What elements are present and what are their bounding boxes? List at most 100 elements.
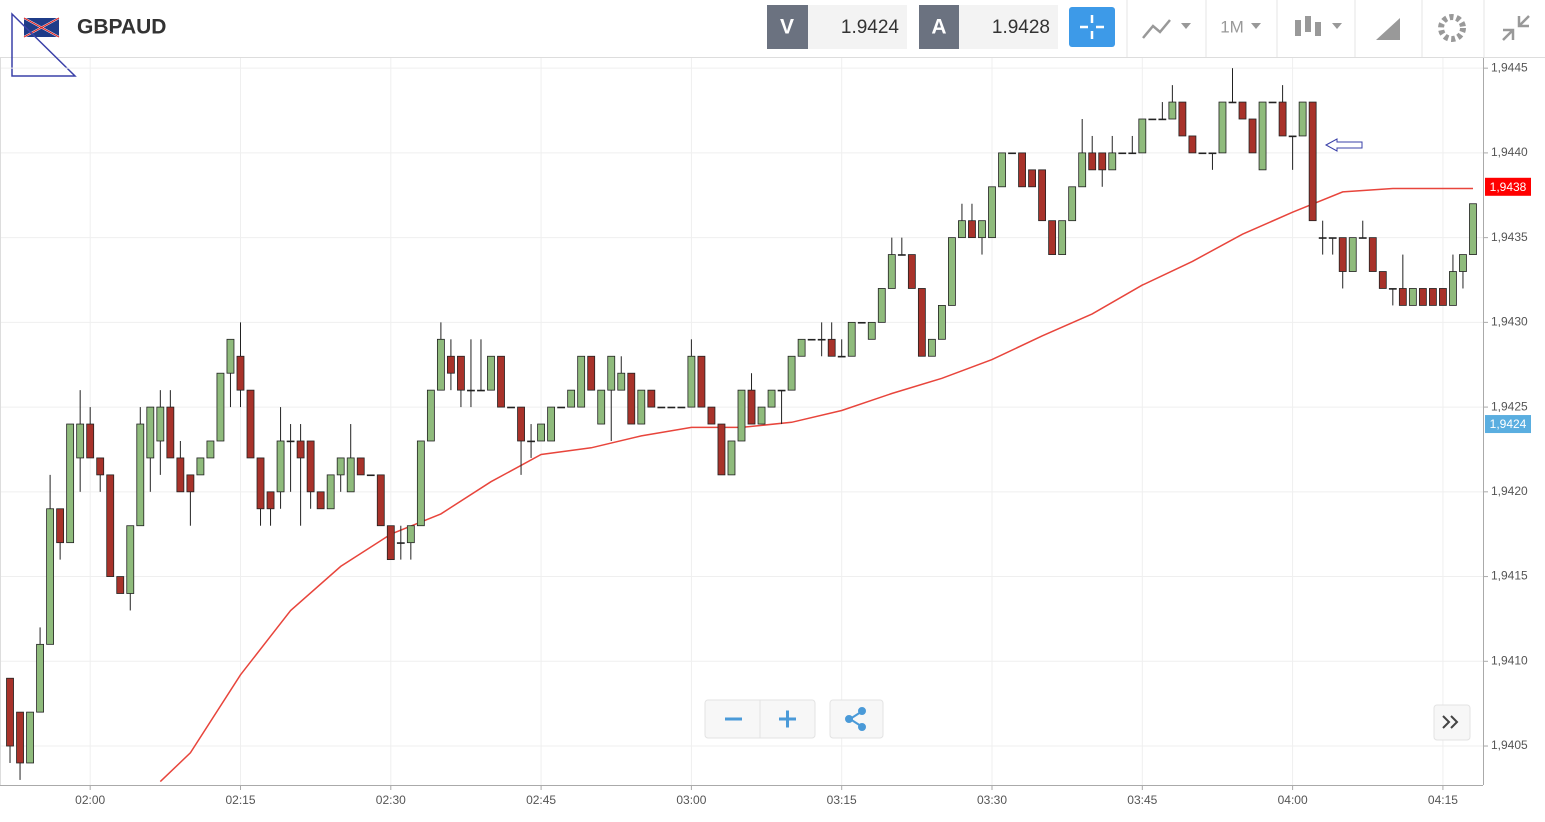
candle-body — [847, 321, 856, 357]
candle-body — [86, 423, 95, 459]
y-tick-label: 1,9435 — [1491, 230, 1528, 244]
candle-body — [988, 186, 996, 239]
candle-body — [1338, 237, 1347, 272]
y-tick-label: 1,9445 — [1491, 60, 1528, 74]
share-box — [829, 699, 884, 739]
candle-body — [1108, 152, 1117, 171]
candle-body — [116, 576, 125, 594]
symbol: GBPAUD — [77, 16, 166, 39]
crosshair-icon — [1080, 15, 1104, 39]
candle-body — [36, 643, 44, 713]
candle-body — [1418, 288, 1427, 306]
candle-body — [436, 338, 445, 391]
x-tick-label: 03:30 — [977, 793, 1007, 807]
price-label: 1,9424 — [1490, 417, 1527, 431]
candle-body — [637, 389, 646, 425]
scroll-end-box — [1433, 704, 1471, 741]
moving-average-line — [159, 187, 1473, 783]
price-label-box — [1485, 177, 1531, 196]
candle-body — [1088, 152, 1097, 171]
candle-body — [717, 423, 726, 476]
x-tick-label: 04:00 — [1278, 793, 1308, 807]
candle-body — [577, 355, 586, 408]
candle-body — [276, 440, 285, 493]
candle-body — [1258, 101, 1267, 171]
candle-body — [326, 474, 335, 510]
share-button[interactable] — [845, 707, 866, 731]
candle-body — [707, 406, 716, 425]
ask-box — [959, 5, 1058, 49]
candle-body — [76, 423, 85, 459]
candle-body — [627, 372, 636, 425]
candle-body — [1449, 271, 1457, 306]
candle-body — [376, 474, 385, 527]
scroll-end-button[interactable] — [1442, 715, 1459, 729]
y-tick-label: 1,9405 — [1491, 738, 1528, 752]
x-tick-label: 02:30 — [376, 793, 406, 807]
candle-body — [176, 457, 185, 493]
draw-tools-button[interactable] — [1376, 18, 1400, 40]
bid-tag — [767, 5, 808, 49]
candle-body — [607, 355, 616, 391]
candle-body — [677, 406, 686, 409]
candle-body — [1469, 203, 1477, 255]
candle-body — [657, 406, 666, 409]
candle-body — [567, 389, 576, 408]
axes: 1,9405 1,9410 1,9415 1,9420 1,9425 1,9430 1,94… — [0, 58, 1531, 807]
candle-body — [597, 389, 606, 425]
candle-body — [1348, 237, 1357, 272]
timeframe-button[interactable]: 1M — [1220, 17, 1244, 36]
bid-box — [808, 5, 907, 49]
candle-body — [216, 372, 225, 442]
candle-body — [867, 321, 876, 340]
fullscreen-button[interactable] — [1502, 15, 1530, 41]
candle-body — [547, 406, 556, 442]
candle-body — [1238, 101, 1247, 120]
candle-icon — [1295, 20, 1301, 36]
candle-body — [106, 474, 115, 577]
flag-cross — [23, 17, 60, 38]
candle-body — [1158, 118, 1167, 121]
zoom-in-button[interactable] — [779, 710, 796, 728]
candle-body — [416, 440, 425, 527]
candle-body — [336, 457, 345, 476]
candle-body — [777, 389, 786, 392]
y-tick-label: 1,9440 — [1491, 145, 1528, 159]
candle-body — [467, 389, 475, 392]
candle-body — [958, 220, 966, 239]
y-tick-label: 1,9425 — [1491, 399, 1528, 413]
drawing-triangle — [11, 12, 77, 77]
share-icon — [845, 715, 853, 723]
settings-button[interactable] — [1438, 14, 1466, 42]
candle-body — [537, 423, 545, 442]
candle-body — [497, 355, 505, 408]
candle-body — [827, 338, 836, 357]
arrow-annotation — [1324, 138, 1363, 152]
candle-body — [1248, 118, 1257, 154]
candle-body — [617, 372, 626, 391]
candle-body — [1459, 254, 1467, 272]
candle-icon — [1315, 22, 1321, 36]
candle-body — [156, 406, 165, 442]
candle-body — [1028, 169, 1036, 188]
candle-body — [266, 491, 275, 510]
candle-body — [1038, 169, 1047, 222]
candle-body — [1278, 101, 1287, 137]
candle-body — [1148, 118, 1157, 121]
candle-body — [1058, 220, 1067, 255]
candle-body — [46, 508, 55, 645]
crosshair-button[interactable] — [1069, 7, 1115, 47]
x-tick-label: 03:15 — [827, 793, 857, 807]
candle-body — [396, 542, 405, 544]
candle-body — [1008, 152, 1016, 155]
candle-body — [1378, 271, 1387, 289]
share-icon — [858, 723, 866, 731]
candle-body — [1178, 101, 1187, 137]
candle-type-button[interactable] — [1295, 16, 1321, 36]
candle-body — [737, 389, 746, 442]
chart-type-button[interactable] — [1142, 19, 1171, 39]
candle-body — [1068, 186, 1077, 222]
candle-body — [346, 457, 355, 493]
